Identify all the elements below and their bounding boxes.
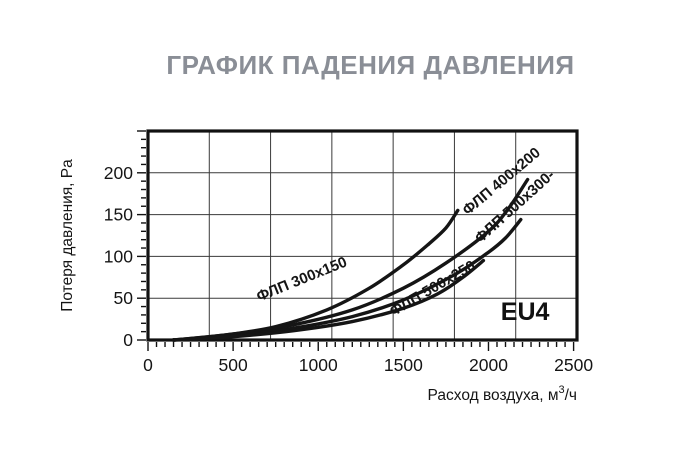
x-tick-label: 1500 xyxy=(384,355,423,375)
x-tick-label: 500 xyxy=(219,355,248,375)
y-tick-label: 0 xyxy=(123,330,133,350)
curve-flp-500x250 xyxy=(171,258,486,342)
x-tick-label: 0 xyxy=(143,355,153,375)
curves xyxy=(171,177,530,342)
y-tick-label: 200 xyxy=(104,163,133,183)
y-axis-label: Потеря давления, Pa xyxy=(59,159,76,312)
plot-frame xyxy=(146,129,579,342)
axis-ticks xyxy=(137,130,575,351)
curve-flp-400x200 xyxy=(171,177,530,342)
x-tick-label: 2000 xyxy=(469,355,508,375)
x-axis-label: Расход воздуха, м3/ч xyxy=(428,384,577,404)
chart-title: ГРАФИК ПАДЕНИЯ ДАВЛЕНИЯ xyxy=(166,50,575,80)
tick-labels: 0 500 1000 1500 2000 2500 0 50 100 150 200 xyxy=(104,163,594,375)
y-tick-label: 100 xyxy=(104,246,133,266)
filter-class-annotation: EU4 xyxy=(501,298,550,326)
x-tick-label: 1000 xyxy=(299,355,338,375)
curve-label-300x150: ФЛП 300x150 xyxy=(254,254,349,306)
y-tick-label: 50 xyxy=(114,288,134,308)
y-tick-label: 150 xyxy=(104,205,133,225)
x-tick-label: 2500 xyxy=(554,355,593,375)
